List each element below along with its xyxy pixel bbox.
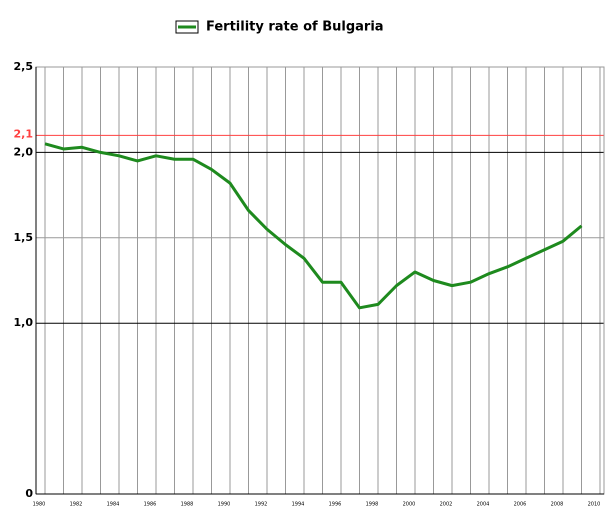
y-tick-label: 1,5 [14, 231, 34, 244]
y-tick-label: 1,0 [14, 316, 34, 329]
x-tick-label: 1996 [329, 502, 342, 508]
x-tick-label: 1986 [144, 502, 157, 508]
reference-label: 2,1 [14, 127, 34, 140]
x-tick-label: 2006 [514, 502, 527, 508]
x-tick-label: 1990 [218, 502, 231, 508]
x-tick-label: 1988 [181, 502, 194, 508]
x-tick-label: 2008 [551, 502, 564, 508]
legend-label: Fertility rate of Bulgaria [206, 20, 384, 35]
y-tick-label: 2,0 [14, 145, 34, 158]
x-tick-label: 2010 [588, 502, 601, 508]
y-tick-label: 0 [25, 487, 33, 500]
x-tick-label: 1998 [366, 502, 379, 508]
x-tick-label: 1984 [107, 502, 120, 508]
x-tick-label: 1992 [255, 502, 268, 508]
x-tick-label: 2004 [477, 502, 490, 508]
x-tick-label: 1982 [70, 502, 83, 508]
x-tick-label: 1980 [33, 502, 46, 508]
x-tick-label: 2000 [403, 502, 416, 508]
series-line [44, 142, 583, 310]
x-tick-label: 2002 [440, 502, 453, 508]
x-tick-label: 1994 [292, 502, 305, 508]
y-tick-label: 2,5 [14, 60, 34, 73]
